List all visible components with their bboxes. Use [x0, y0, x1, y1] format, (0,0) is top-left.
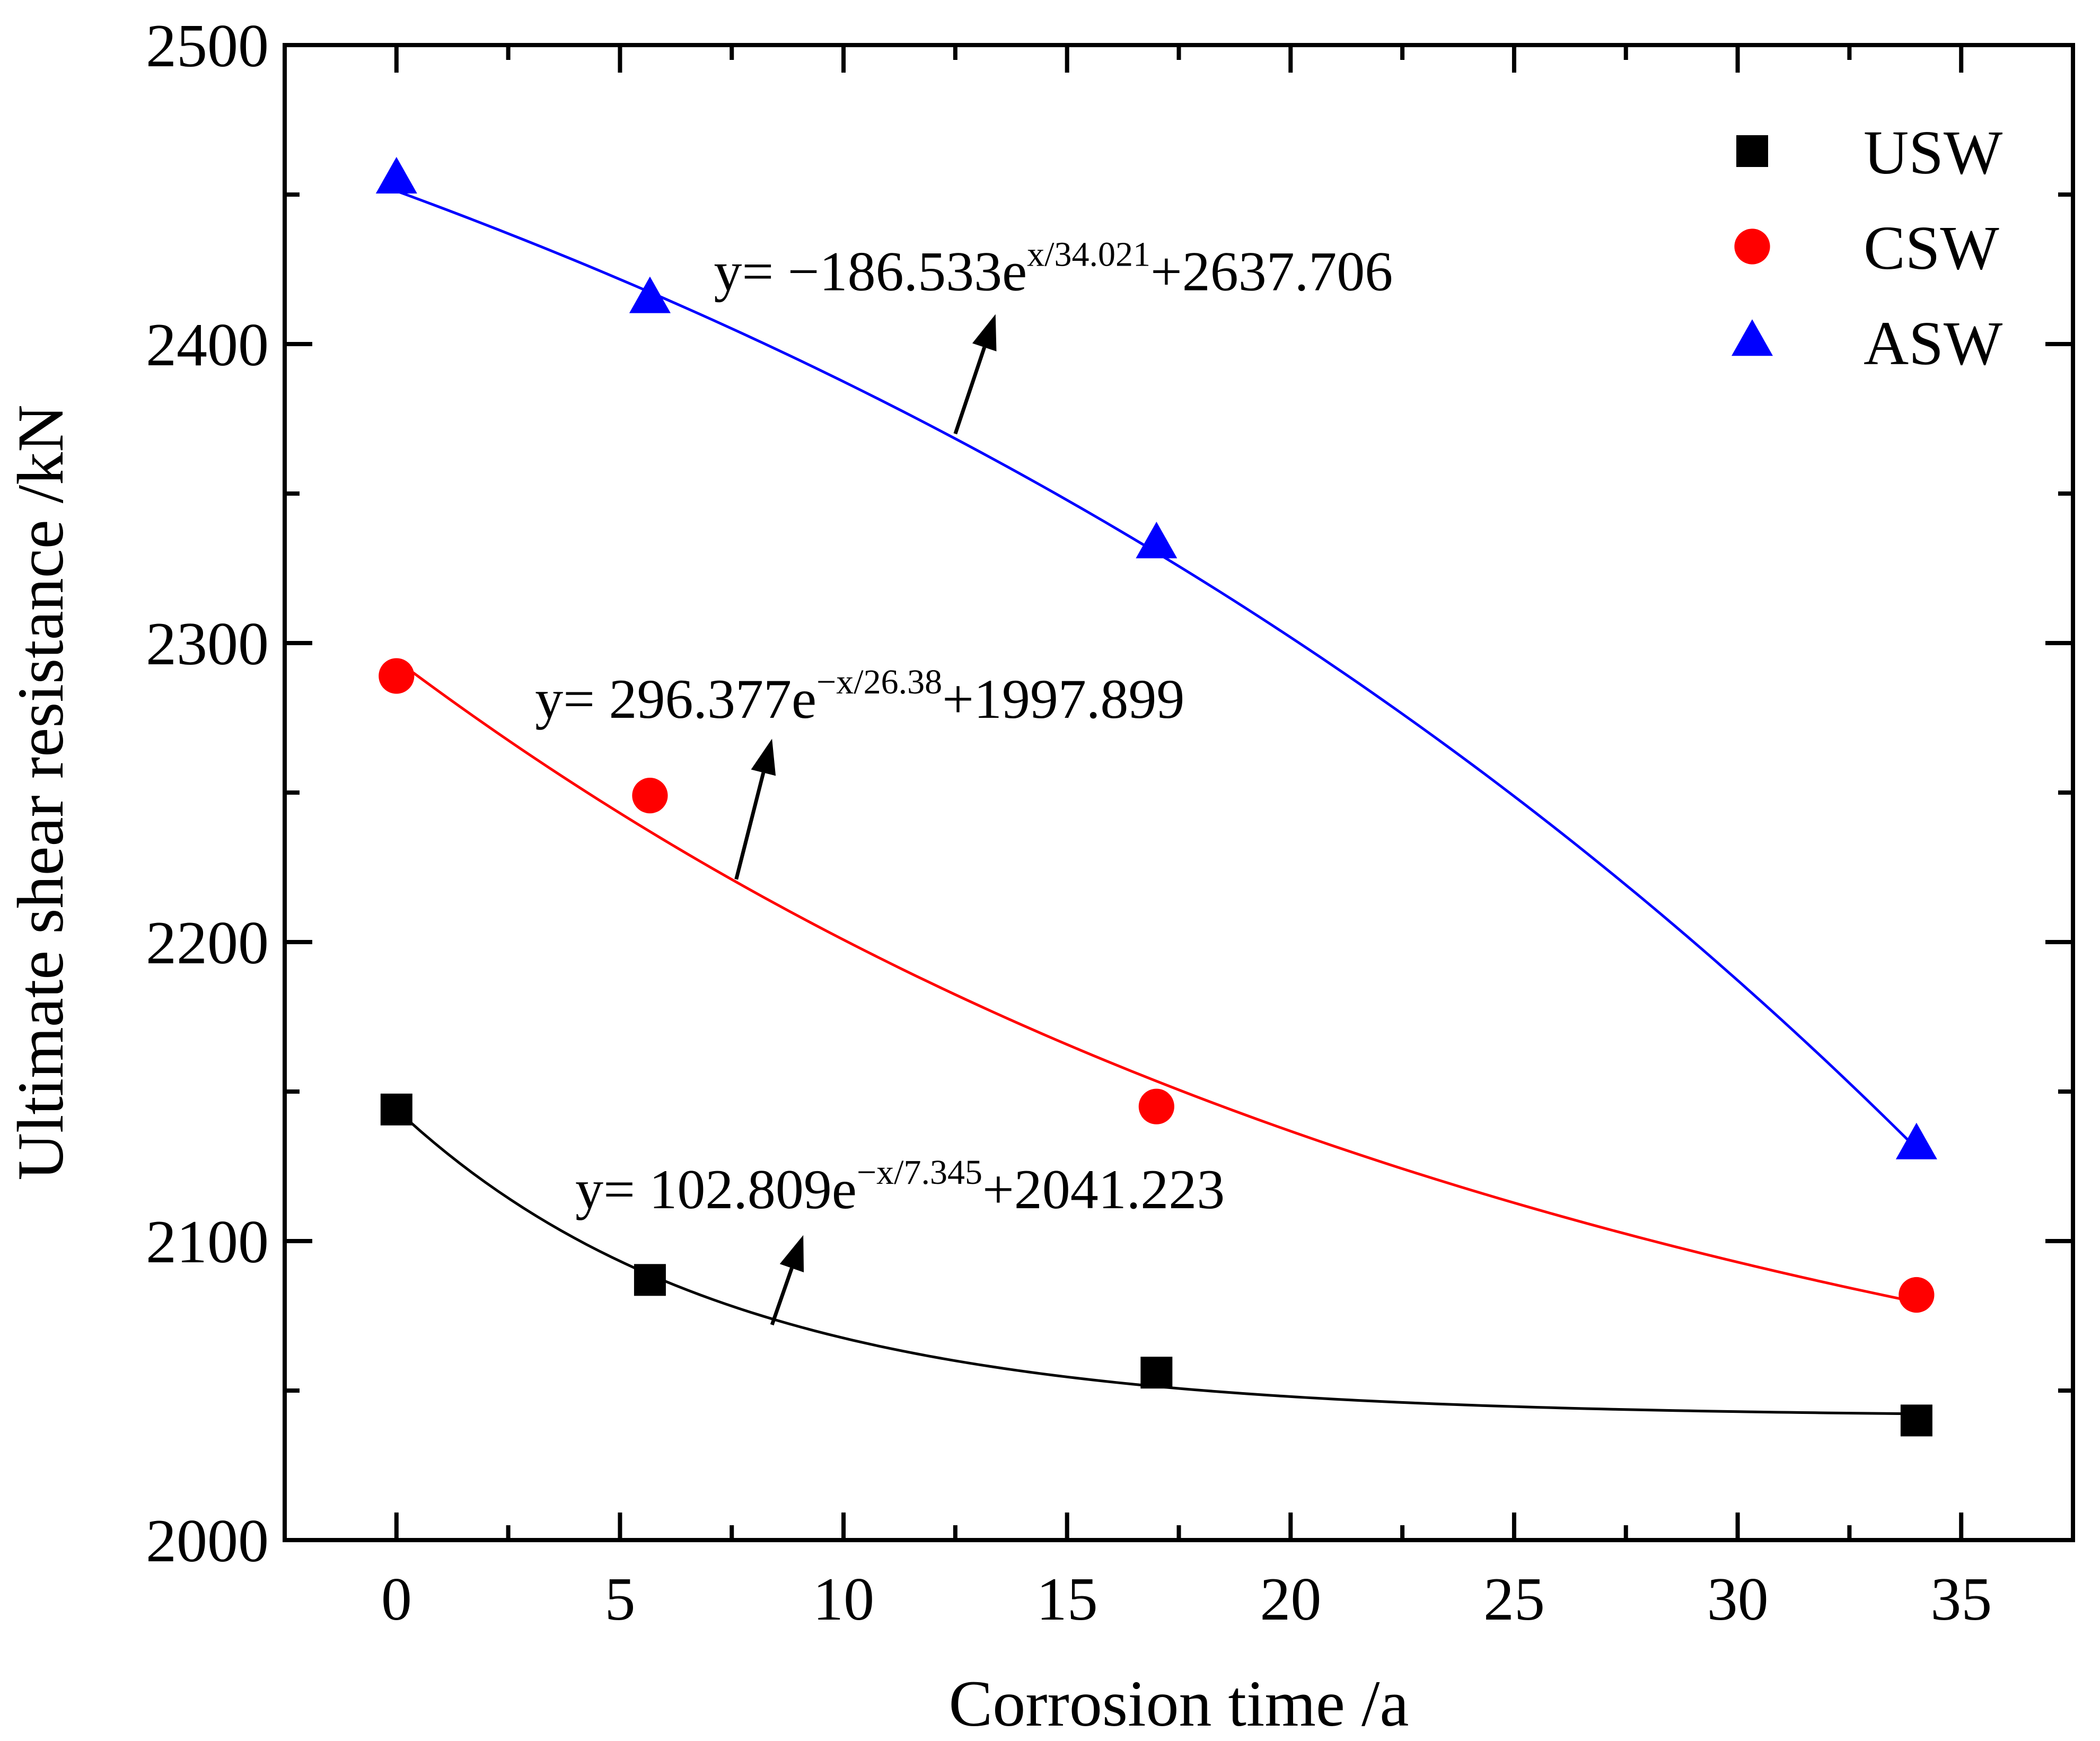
data-markers — [375, 157, 1937, 1437]
x-tick-label: 10 — [813, 1566, 874, 1633]
fit-curve-csw — [396, 659, 1917, 1304]
plot-frame — [283, 43, 2075, 1542]
fit-arrow-csw — [734, 772, 766, 880]
fit-annotations: y= 102.809e−x/7.345+2041.223 y= 296.377e−… — [535, 235, 1393, 1326]
fit-equation-csw: y= 296.377e−x/26.38+1997.899 — [535, 663, 1184, 730]
y-tick-label: 2400 — [146, 311, 269, 379]
fit-equation-usw: y= 102.809e−x/7.345+2041.223 — [575, 1153, 1225, 1220]
fit-arrow-head-asw — [972, 314, 997, 351]
data-point-usw — [1140, 1357, 1173, 1389]
data-point-asw — [1895, 1122, 1937, 1159]
fit-arrow-head-usw — [779, 1235, 804, 1272]
x-tick-label: 15 — [1036, 1566, 1098, 1633]
data-point-csw — [632, 778, 668, 814]
data-point-csw — [1138, 1088, 1174, 1124]
fit-arrow-usw — [770, 1267, 794, 1326]
legend-label-usw: USW — [1864, 118, 2003, 187]
y-tick-label: 2300 — [146, 610, 269, 678]
data-point-asw — [629, 276, 671, 313]
legend-marker-usw — [1736, 135, 1768, 167]
data-point-usw — [634, 1264, 666, 1296]
data-point-csw — [1899, 1277, 1935, 1313]
fit-equation-asw: y= −186.533ex/34.021+2637.706 — [714, 235, 1393, 302]
legend: USW CSW ASW — [1732, 118, 2003, 378]
x-tick-label: 35 — [1930, 1566, 1992, 1633]
legend-marker-csw — [1734, 228, 1770, 265]
fit-arrow-head-csw — [751, 738, 776, 776]
data-point-usw — [1900, 1404, 1932, 1437]
x-tick-label: 0 — [381, 1566, 412, 1633]
y-tick-label: 2500 — [146, 12, 269, 80]
x-tick-label: 25 — [1483, 1566, 1545, 1633]
y-tick-label: 2100 — [146, 1208, 269, 1276]
data-point-csw — [379, 658, 415, 694]
fit-arrow-asw — [953, 347, 987, 435]
legend-label-csw: CSW — [1864, 213, 1999, 283]
axis-ticks: 0 5 10 15 20 25 30 35 2000 2100 2200 2300 2400 2500 — [146, 12, 2073, 1633]
x-tick-label: 30 — [1707, 1566, 1769, 1633]
legend-label-asw: ASW — [1864, 309, 2003, 378]
data-point-usw — [380, 1093, 412, 1126]
y-tick-label: 2000 — [146, 1507, 269, 1575]
x-axis-title: Corrosion time /a — [949, 1667, 1409, 1740]
x-tick-label: 20 — [1260, 1566, 1321, 1633]
data-point-asw — [375, 157, 417, 194]
legend-marker-asw — [1732, 319, 1773, 356]
data-point-asw — [1136, 522, 1178, 559]
y-tick-label: 2200 — [146, 909, 269, 977]
x-tick-label: 5 — [604, 1566, 635, 1633]
y-axis-title: Ultimate shear resistance /kN — [4, 405, 77, 1180]
